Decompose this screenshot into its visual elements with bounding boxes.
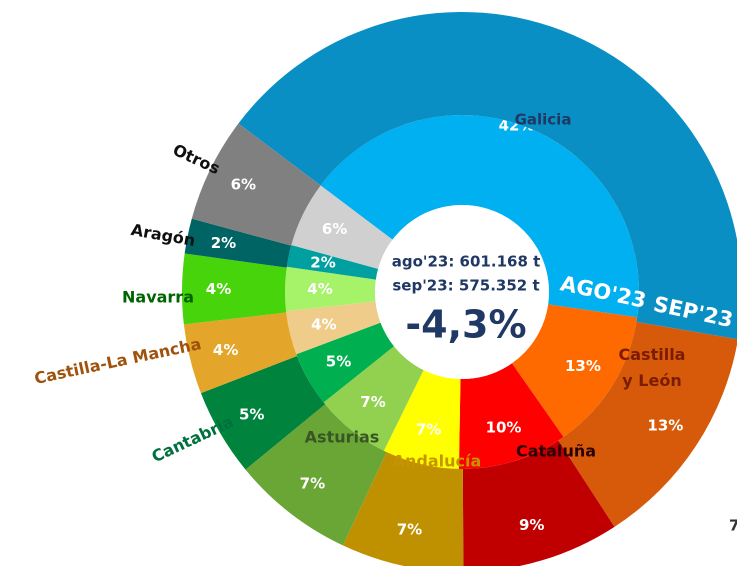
category-label: Cataluña bbox=[516, 442, 596, 461]
value-label: 7% bbox=[397, 520, 422, 538]
value-label: 2% bbox=[211, 234, 236, 252]
donut-segment bbox=[182, 253, 287, 325]
category-label: Navarra bbox=[122, 288, 194, 307]
donut-segment bbox=[285, 266, 376, 312]
value-label: 7% bbox=[416, 421, 441, 439]
category-label-line: y León bbox=[622, 371, 681, 390]
donut-segment bbox=[183, 312, 297, 394]
value-label: 13% bbox=[647, 416, 683, 434]
donut-segment bbox=[323, 346, 424, 451]
donut-segment bbox=[286, 301, 381, 355]
donut-segment bbox=[291, 185, 393, 269]
value-label: 4% bbox=[307, 280, 332, 298]
donut-segment bbox=[286, 244, 379, 280]
donut-segment bbox=[200, 355, 326, 470]
category-label: Asturias bbox=[305, 428, 380, 447]
value-label: 6% bbox=[231, 175, 256, 193]
center-line: ago'23: 601.168 t bbox=[392, 253, 541, 271]
donut-segment bbox=[191, 123, 321, 246]
value-label: 5% bbox=[326, 353, 351, 371]
category-label-line: Castilla bbox=[619, 345, 686, 364]
value-label: 2% bbox=[310, 253, 335, 271]
donut-segment bbox=[511, 304, 638, 437]
donut-segment bbox=[245, 404, 387, 546]
center-hole bbox=[375, 205, 549, 379]
value-label: 5% bbox=[239, 405, 264, 423]
value-label: 7% bbox=[300, 475, 325, 493]
value-label: 4% bbox=[213, 341, 238, 359]
value-label: 4% bbox=[206, 280, 231, 298]
donut-segment bbox=[184, 218, 292, 268]
donut-segment bbox=[238, 12, 737, 340]
category-label: Castilla y León bbox=[619, 345, 686, 390]
center-line: sep'23: 575.352 t bbox=[392, 277, 539, 295]
donut-segment bbox=[383, 370, 461, 469]
category-label: Galicia bbox=[515, 111, 572, 129]
donut-segment bbox=[320, 115, 639, 318]
donut-segment bbox=[558, 321, 737, 527]
value-label: 9% bbox=[519, 516, 544, 534]
value-label: 6% bbox=[322, 220, 347, 238]
corner-text: 7 bbox=[729, 517, 737, 535]
value-label: 10% bbox=[486, 418, 522, 436]
donut-segment bbox=[462, 440, 615, 566]
donut-segment bbox=[342, 452, 464, 566]
value-label: 4% bbox=[311, 315, 336, 333]
donut-segment bbox=[296, 322, 395, 403]
center-value: -4,3% bbox=[405, 303, 526, 347]
category-label: Andalucía bbox=[393, 452, 482, 471]
value-label: 13% bbox=[565, 357, 601, 375]
value-label: 7% bbox=[360, 393, 385, 411]
donut-segment bbox=[458, 363, 564, 469]
